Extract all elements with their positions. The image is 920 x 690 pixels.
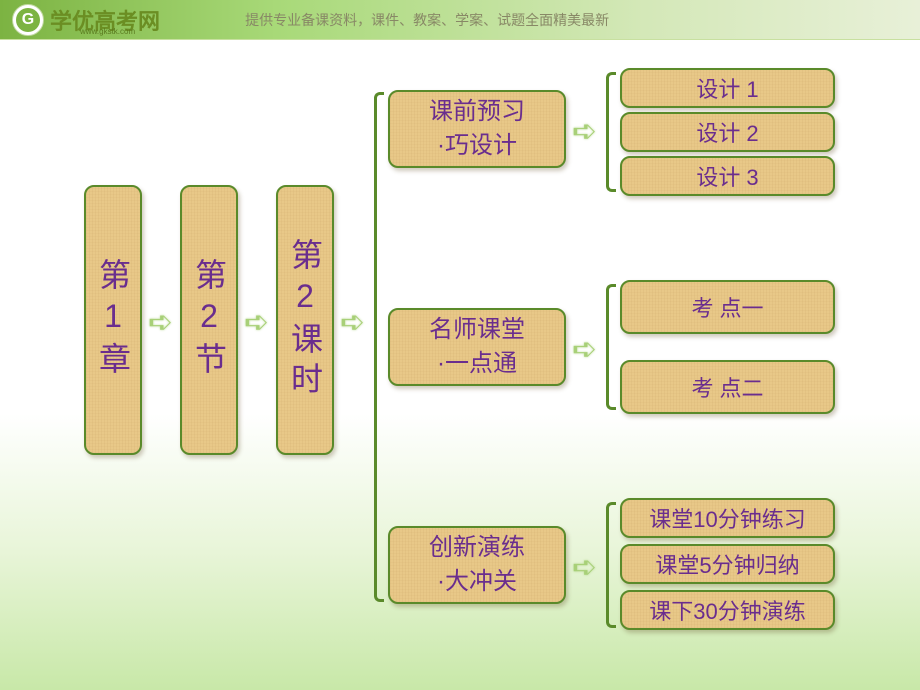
leaf-point1[interactable]: 考 点一	[620, 280, 835, 334]
branch-preview[interactable]: 课前预习 ·巧设计	[388, 90, 566, 168]
bracket	[606, 284, 616, 410]
branch-practice[interactable]: 创新演练 ·大冲关	[388, 526, 566, 604]
arrow-icon: ➪	[340, 305, 365, 340]
flowchart: 第1章 ➪ 第2节 ➪ 第2课时 ➪ 课前预习 ·巧设计 ➪ 设计 1 设计 2…	[0, 50, 920, 690]
branch-classroom[interactable]: 名师课堂 ·一点通	[388, 308, 566, 386]
branch-label: 名师课堂 ·一点通	[429, 313, 525, 380]
arrow-icon: ➪	[572, 332, 597, 367]
root-chapter[interactable]: 第1章	[84, 185, 142, 455]
branch-label: 创新演练 ·大冲关	[429, 531, 525, 598]
bracket	[374, 92, 384, 602]
logo-circle: G	[12, 4, 44, 36]
logo-url: www.gkstk.com	[80, 27, 135, 36]
header-subtitle: 提供专业备课资料，课件、教案、学案、试题全面精美最新	[245, 10, 609, 30]
bracket	[606, 502, 616, 628]
branch-label: 课前预习 ·巧设计	[429, 95, 525, 162]
leaf-design3[interactable]: 设计 3	[620, 156, 835, 196]
header-bar: G 学优高考网 www.gkstk.com 提供专业备课资料，课件、教案、学案、…	[0, 0, 920, 40]
leaf-10min[interactable]: 课堂10分钟练习	[620, 498, 835, 538]
arrow-icon: ➪	[572, 114, 597, 149]
leaf-point2[interactable]: 考 点二	[620, 360, 835, 414]
leaf-5min[interactable]: 课堂5分钟归纳	[620, 544, 835, 584]
leaf-design2[interactable]: 设计 2	[620, 112, 835, 152]
arrow-icon: ➪	[244, 305, 269, 340]
leaf-30min[interactable]: 课下30分钟演练	[620, 590, 835, 630]
logo-icon: G	[16, 8, 40, 32]
arrow-icon: ➪	[572, 550, 597, 585]
leaf-design1[interactable]: 设计 1	[620, 68, 835, 108]
root-section[interactable]: 第2节	[180, 185, 238, 455]
arrow-icon: ➪	[148, 305, 173, 340]
root-period[interactable]: 第2课时	[276, 185, 334, 455]
bracket	[606, 72, 616, 192]
